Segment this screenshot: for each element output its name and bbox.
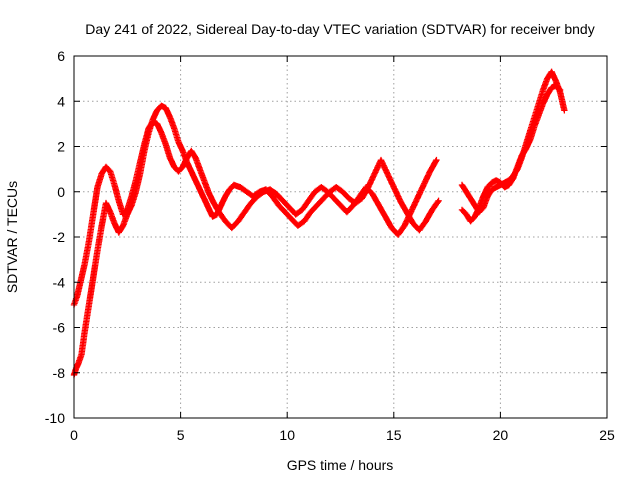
series-markers xyxy=(70,102,442,379)
x-tick-label: 10 xyxy=(279,427,295,443)
y-tick-label: -2 xyxy=(53,229,66,245)
x-tick-label: 25 xyxy=(599,427,615,443)
y-tick-label: -10 xyxy=(45,410,65,426)
axis-ticks: 0 5 10 15 20 25 -10 -8 -6 -4 -2 0 2 4 6 xyxy=(45,48,615,443)
chart-title: Day 241 of 2022, Sidereal Day-to-day VTE… xyxy=(85,21,594,37)
series-markers xyxy=(458,82,564,225)
y-tick-label: 6 xyxy=(57,48,65,64)
y-axis-label: SDTVAR / TECUs xyxy=(4,181,20,293)
series-track-a xyxy=(70,102,442,379)
y-tick-label: 4 xyxy=(57,93,65,109)
series-track-d xyxy=(458,82,564,225)
x-tick-label: 20 xyxy=(493,427,509,443)
data-series xyxy=(70,68,568,379)
x-axis-label: GPS time / hours xyxy=(287,457,394,473)
x-tick-label: 5 xyxy=(177,427,185,443)
x-tick-label: 15 xyxy=(386,427,402,443)
y-tick-label: 2 xyxy=(57,139,65,155)
y-tick-label: -4 xyxy=(53,274,66,290)
y-tick-label: 0 xyxy=(57,184,65,200)
y-tick-label: -6 xyxy=(53,320,66,336)
y-tick-label: -8 xyxy=(53,365,66,381)
x-tick-label: 0 xyxy=(70,427,78,443)
